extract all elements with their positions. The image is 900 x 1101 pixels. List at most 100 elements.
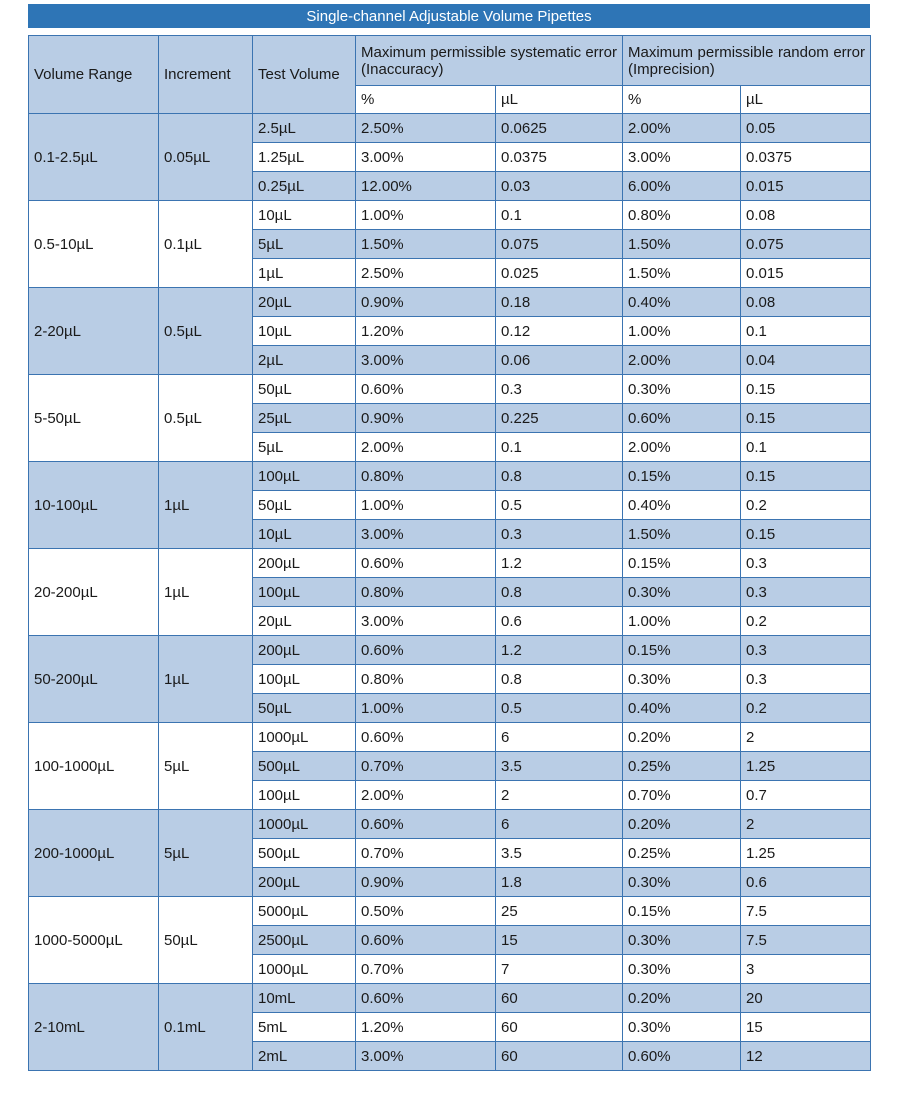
random-percent-cell: 0.80% xyxy=(622,200,742,230)
table-row: 0.5-10µL 0.1µL 10µL 1.00% 0.1 0.80% 0.08 xyxy=(28,200,872,288)
col-header-systematic-error: Maximum permissible systematic error (In… xyxy=(354,35,624,86)
random-percent-cell: 1.50% xyxy=(622,519,742,549)
table-row: 500µL 0.70% 3.5 0.25% 1.25 xyxy=(29,838,872,868)
systematic-ul-cell: 0.8 xyxy=(494,461,624,491)
systematic-percent-cell: 1.00% xyxy=(355,200,496,230)
test-volume-cell: 5000µL xyxy=(252,896,356,926)
systematic-percent-cell: 0.60% xyxy=(355,374,496,404)
random-percent-cell: 0.30% xyxy=(622,577,742,607)
volume-range-cell: 200-1000µL xyxy=(28,809,159,897)
systematic-ul-cell: 0.1 xyxy=(494,432,624,462)
random-percent-cell: 6.00% xyxy=(622,171,742,201)
test-volume-cell: 1000µL xyxy=(252,954,356,984)
col-header-volume-range: Volume Range xyxy=(28,35,159,114)
random-percent-cell: 0.30% xyxy=(622,954,742,984)
systematic-percent-cell: 0.70% xyxy=(355,954,496,984)
header-row-2: % µL % µL xyxy=(29,85,872,114)
systematic-percent-cell: 3.00% xyxy=(355,606,496,636)
table-row: 50µL 1.00% 0.5 0.40% 0.2 xyxy=(29,693,872,723)
volume-range-cell: 10-100µL xyxy=(28,461,159,549)
systematic-percent-cell: 0.60% xyxy=(355,548,496,578)
systematic-percent-cell: 0.70% xyxy=(355,838,496,868)
random-ul-cell: 20 xyxy=(740,983,872,1013)
random-ul-cell: 1.25 xyxy=(740,751,872,781)
test-volume-cell: 200µL xyxy=(252,867,356,897)
col-header-random-error: Maximum permissible random error (Imprec… xyxy=(622,35,872,86)
systematic-percent-cell: 0.70% xyxy=(355,751,496,781)
systematic-percent-cell: 0.80% xyxy=(355,664,496,694)
systematic-ul-cell: 0.8 xyxy=(494,577,624,607)
test-volume-cell: 25µL xyxy=(252,403,356,433)
random-ul-cell: 0.015 xyxy=(740,171,872,201)
systematic-percent-cell: 12.00% xyxy=(355,171,496,201)
random-ul-cell: 0.08 xyxy=(740,200,872,230)
random-ul-cell: 0.1 xyxy=(740,432,872,462)
test-volume-cell: 50µL xyxy=(252,693,356,723)
systematic-percent-cell: 0.90% xyxy=(355,287,496,317)
random-ul-cell: 0.15 xyxy=(740,403,872,433)
random-percent-cell: 1.00% xyxy=(622,606,742,636)
table-row: 2-10mL 0.1mL 10mL 0.60% 60 0.20% 20 xyxy=(28,983,872,1071)
random-percent-cell: 1.50% xyxy=(622,258,742,288)
random-percent-cell: 0.30% xyxy=(622,374,742,404)
table-title: Single-channel Adjustable Volume Pipette… xyxy=(306,7,592,25)
systematic-percent-cell: 0.60% xyxy=(355,809,496,839)
volume-range-cell: 0.1-2.5µL xyxy=(28,113,159,201)
subheader-random-percent: % xyxy=(622,85,742,114)
test-volume-cell: 500µL xyxy=(252,838,356,868)
test-volume-cell: 0.25µL xyxy=(252,171,356,201)
random-percent-cell: 0.20% xyxy=(622,809,742,839)
systematic-percent-cell: 0.80% xyxy=(355,461,496,491)
increment-cell: 0.1mL xyxy=(158,983,253,1071)
table-row: 200-1000µL 5µL 1000µL 0.60% 6 0.20% 2 xyxy=(28,809,872,897)
table-row: 500µL 0.70% 3.5 0.25% 1.25 xyxy=(29,751,872,781)
random-ul-cell: 0.3 xyxy=(740,577,872,607)
table-row: 2-20µL 0.5µL 20µL 0.90% 0.18 0.40% 0.08 xyxy=(28,287,872,375)
table-row: 5mL 1.20% 60 0.30% 15 xyxy=(29,1012,872,1042)
systematic-ul-cell: 1.2 xyxy=(494,635,624,665)
systematic-percent-cell: 1.00% xyxy=(355,490,496,520)
systematic-ul-cell: 60 xyxy=(494,983,624,1013)
random-ul-cell: 7.5 xyxy=(740,896,872,926)
random-percent-cell: 2.00% xyxy=(622,432,742,462)
random-ul-cell: 0.15 xyxy=(740,461,872,491)
table-row: 50µL 1.00% 0.5 0.40% 0.2 xyxy=(29,490,872,520)
table-header: Volume Range Increment Test Volume Maxim… xyxy=(28,35,872,114)
table-row: 0.1-2.5µL 0.05µL 2.5µL 2.50% 0.0625 2.00% 0.05 xyxy=(28,113,872,201)
test-volume-cell: 50µL xyxy=(252,374,356,404)
increment-cell: 0.1µL xyxy=(158,200,253,288)
test-volume-cell: 10mL xyxy=(252,983,356,1013)
systematic-ul-cell: 25 xyxy=(494,896,624,926)
systematic-ul-cell: 0.225 xyxy=(494,403,624,433)
test-volume-cell: 5µL xyxy=(252,432,356,462)
random-ul-cell: 2 xyxy=(740,809,872,839)
test-volume-cell: 100µL xyxy=(252,780,356,810)
test-volume-cell: 200µL xyxy=(252,635,356,665)
test-volume-cell: 1.25µL xyxy=(252,142,356,172)
table-row: 10-100µL 1µL 100µL 0.80% 0.8 0.15% 0.15 xyxy=(28,461,872,549)
systematic-ul-cell: 1.2 xyxy=(494,548,624,578)
test-volume-cell: 2500µL xyxy=(252,925,356,955)
test-volume-cell: 5µL xyxy=(252,229,356,259)
col-header-increment: Increment xyxy=(158,35,253,114)
random-ul-cell: 0.2 xyxy=(740,490,872,520)
systematic-percent-cell: 1.00% xyxy=(355,693,496,723)
volume-range-cell: 1000-5000µL xyxy=(28,896,159,984)
volume-range-cell: 20-200µL xyxy=(28,548,159,636)
systematic-ul-cell: 0.025 xyxy=(494,258,624,288)
systematic-ul-cell: 2 xyxy=(494,780,624,810)
systematic-ul-cell: 6 xyxy=(494,722,624,752)
subheader-random-ul: µL xyxy=(740,85,872,114)
random-ul-cell: 0.04 xyxy=(740,345,872,375)
random-percent-cell: 2.00% xyxy=(622,113,742,143)
table-body: 0.1-2.5µL 0.05µL 2.5µL 2.50% 0.0625 2.00% 0.05… xyxy=(28,113,872,1071)
col-header-test-volume: Test Volume xyxy=(252,35,356,114)
random-percent-cell: 0.60% xyxy=(622,403,742,433)
test-volume-cell: 50µL xyxy=(252,490,356,520)
systematic-ul-cell: 0.0375 xyxy=(494,142,624,172)
increment-cell: 1µL xyxy=(158,461,253,549)
systematic-ul-cell: 3.5 xyxy=(494,751,624,781)
random-percent-cell: 0.40% xyxy=(622,287,742,317)
pipette-spec-table: Volume Range Increment Test Volume Maxim… xyxy=(28,35,872,1071)
systematic-ul-cell: 1.8 xyxy=(494,867,624,897)
